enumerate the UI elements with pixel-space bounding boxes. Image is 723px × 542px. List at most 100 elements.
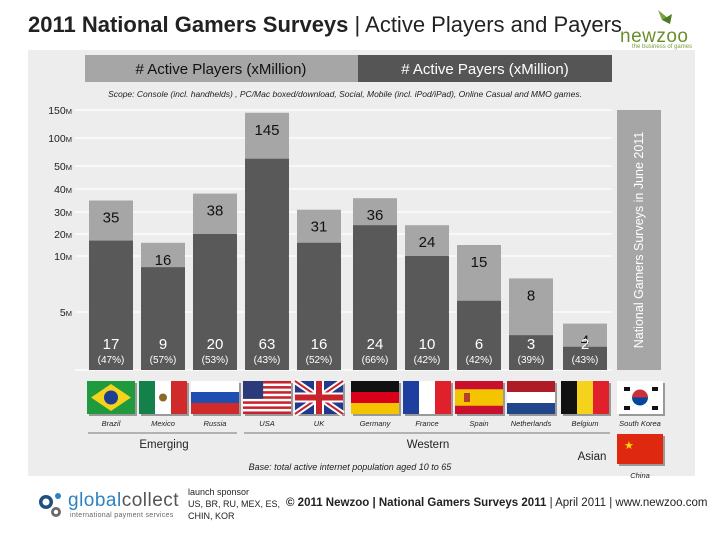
globalcollect-word: globalcollect bbox=[68, 490, 179, 512]
flag-south-korea-trigram bbox=[624, 387, 630, 391]
bar-payers bbox=[297, 242, 341, 370]
legend-players-box bbox=[85, 55, 358, 82]
players-value-label: 38 bbox=[207, 203, 224, 220]
flag-usa-stripe bbox=[243, 401, 291, 404]
flag-france-red bbox=[435, 381, 451, 414]
players-value-label: 4 bbox=[581, 333, 589, 350]
payers-share-label: (42%) bbox=[466, 355, 493, 366]
players-value-label: 35 bbox=[103, 210, 120, 227]
flag-uk-cross-red bbox=[295, 394, 343, 401]
sponsor-note: launch sponsor US, BR, RU, MEX, ES, CHIN… bbox=[188, 486, 280, 522]
flag-south-korea-trigram bbox=[624, 406, 630, 410]
flag-usa-canton bbox=[243, 381, 264, 399]
bar-payers bbox=[353, 225, 397, 370]
country-label: France bbox=[415, 419, 438, 428]
flag-south-korea-taeguk-blue bbox=[632, 397, 648, 406]
globalcollect-mark-icon bbox=[39, 493, 61, 517]
country-label: Mexico bbox=[151, 419, 175, 428]
newzoo-logo: newzoo the business of games bbox=[618, 8, 702, 50]
country-label: Brazil bbox=[102, 419, 121, 428]
newzoo-brand: newzoo bbox=[620, 26, 689, 47]
flag-germany-black bbox=[351, 381, 399, 392]
players-value-label: 15 bbox=[471, 254, 488, 271]
flag-germany-gold bbox=[351, 403, 399, 414]
bar-payers bbox=[457, 300, 501, 370]
flag-south-korea-taeguk-red bbox=[632, 389, 648, 398]
base-note: Base: total active internet population a… bbox=[249, 462, 453, 472]
payers-share-label: (57%) bbox=[150, 355, 177, 366]
payers-value-label: 6 bbox=[475, 336, 483, 353]
flag-usa-stripe bbox=[243, 386, 291, 389]
flag-belgium-black bbox=[561, 381, 577, 414]
flag-netherlands-red bbox=[507, 381, 555, 392]
y-tick-label: 40M bbox=[54, 184, 72, 196]
country-label: Russia bbox=[204, 419, 227, 428]
flag-usa-stripe bbox=[243, 391, 291, 394]
flag-south-korea-trigram bbox=[652, 406, 658, 410]
country-label: China bbox=[630, 471, 650, 480]
payers-share-label: (53%) bbox=[202, 355, 229, 366]
y-tick-label: 150M bbox=[48, 105, 72, 117]
legend-payers-box bbox=[358, 55, 612, 82]
players-value-label: 8 bbox=[527, 287, 535, 304]
region-label: Asian bbox=[578, 451, 607, 463]
players-value-label: 145 bbox=[254, 122, 279, 139]
flag-spain-emblem bbox=[464, 393, 470, 402]
flag-china bbox=[617, 434, 663, 464]
globalcollect-word-b: collect bbox=[121, 490, 180, 511]
players-value-label: 31 bbox=[311, 219, 328, 236]
flag-france-white bbox=[419, 381, 435, 414]
flag-mexico-emblem bbox=[159, 393, 167, 402]
payers-value-label: 3 bbox=[527, 336, 535, 353]
sponsor-line: CHIN, KOR bbox=[188, 511, 235, 521]
payers-value-label: 2 bbox=[581, 336, 589, 353]
flag-usa-stripe bbox=[243, 396, 291, 399]
players-value-label: 24 bbox=[419, 234, 436, 251]
payers-share-label: (52%) bbox=[306, 355, 333, 366]
title-rest: | Active Players and Payers bbox=[348, 12, 622, 37]
flag-netherlands-white bbox=[507, 392, 555, 403]
flag-usa-stripe bbox=[243, 411, 291, 414]
placeholder-bar bbox=[617, 110, 661, 370]
flag-russia-blue bbox=[191, 392, 239, 403]
flag-mexico-red bbox=[171, 381, 187, 414]
legend-payers-label: # Active Payers (xMillion) bbox=[401, 61, 569, 78]
globalcollect-logo: globalcollect international payment serv… bbox=[34, 488, 184, 528]
flag-belgium-yellow bbox=[577, 381, 593, 414]
bar-payers bbox=[405, 256, 449, 370]
y-tick-label: 5M bbox=[60, 307, 72, 319]
country-label: Spain bbox=[469, 419, 488, 428]
flag-russia-red bbox=[191, 403, 239, 414]
bar-payers bbox=[89, 240, 133, 370]
payers-share-label: (39%) bbox=[518, 355, 545, 366]
copyright-bold: © 2011 Newzoo | National Gamers Surveys … bbox=[286, 497, 547, 509]
sponsor-line: launch sponsor bbox=[188, 487, 250, 497]
flag-south-korea-trigram bbox=[652, 387, 658, 391]
players-value-label: 36 bbox=[367, 207, 384, 224]
payers-value-label: 20 bbox=[207, 336, 224, 353]
payers-value-label: 24 bbox=[367, 336, 384, 353]
flag-usa-stripe bbox=[243, 406, 291, 409]
y-tick-label: 10M bbox=[54, 251, 72, 263]
flag-spain-yellow bbox=[455, 389, 503, 406]
payers-share-label: (43%) bbox=[572, 355, 599, 366]
flag-china-star-icon: ★ bbox=[624, 440, 634, 452]
payers-share-label: (66%) bbox=[362, 355, 389, 366]
region-label: Western bbox=[407, 439, 450, 451]
bar-payers bbox=[245, 158, 289, 370]
flag-france-blue bbox=[403, 381, 419, 414]
flag-usa-stripe bbox=[243, 381, 291, 384]
flag-germany-red bbox=[351, 392, 399, 403]
flag-belgium-red bbox=[593, 381, 609, 414]
payers-value-label: 10 bbox=[419, 336, 436, 353]
legend-players-label: # Active Players (xMillion) bbox=[136, 61, 307, 78]
y-tick-label: 30M bbox=[54, 207, 72, 219]
region-label: Emerging bbox=[139, 439, 188, 451]
payers-share-label: (42%) bbox=[414, 355, 441, 366]
payers-value-label: 17 bbox=[103, 336, 120, 353]
bar-payers bbox=[141, 267, 185, 370]
country-label: Netherlands bbox=[511, 419, 552, 428]
payers-value-label: 9 bbox=[159, 336, 167, 353]
y-tick-label: 20M bbox=[54, 229, 72, 241]
country-label: Belgium bbox=[571, 419, 598, 428]
